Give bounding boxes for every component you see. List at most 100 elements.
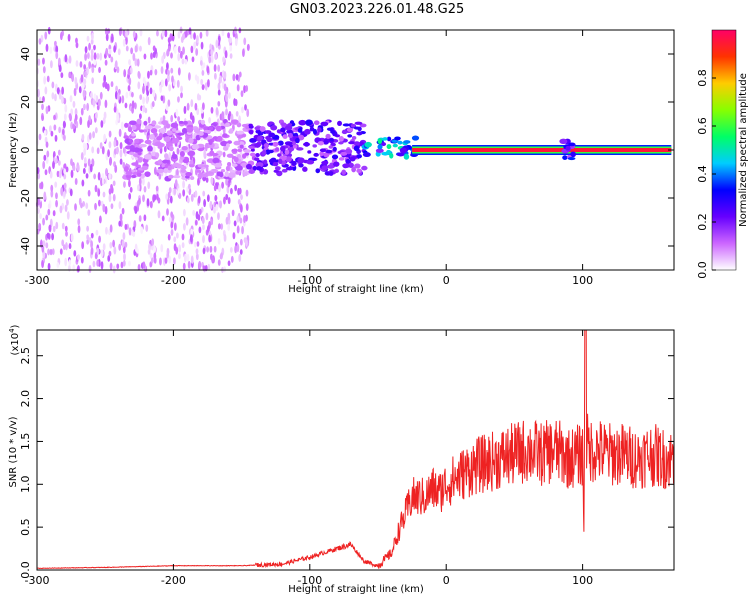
spectrogram-cell (167, 69, 170, 76)
spectrogram-cell (178, 120, 184, 124)
spectrogram-cell (196, 169, 202, 173)
spectrogram-cell (55, 221, 59, 230)
spectrogram-cell (149, 87, 153, 95)
spectrogram-cell (156, 30, 159, 37)
spectrogram-cell (270, 124, 278, 131)
spectrogram-cell (243, 237, 247, 244)
spectrogram-cell (69, 188, 73, 197)
spectrogram-cell (119, 149, 123, 158)
spectrogram-cell (221, 111, 225, 119)
spectrogram-cell (254, 157, 260, 161)
colorbar-label: Normalized spectral amplitude (738, 73, 749, 227)
spectrogram-cell (47, 208, 51, 216)
spectrogram-cell (238, 254, 242, 262)
spectrogram-cell (273, 169, 280, 173)
spectrogram-cell (391, 139, 399, 143)
spectrogram-cell (58, 126, 62, 134)
spectrogram-cell (154, 152, 160, 159)
spectrogram-cell (209, 43, 213, 51)
spectrogram-cell (205, 212, 209, 221)
spectrogram-cell (381, 142, 387, 147)
spectrogram-cell (201, 69, 205, 76)
spectrogram-cell (304, 128, 311, 135)
x-tick-label: 0 (443, 274, 450, 287)
spectrogram-cell (73, 87, 77, 97)
spectrogram-cell (171, 153, 178, 159)
spectrogram-cell (92, 260, 96, 268)
spectrogram-cell (177, 116, 181, 122)
spectrogram-cell (332, 146, 337, 152)
spectrogram-cell (161, 215, 165, 222)
spectrogram-cell (168, 145, 174, 152)
spectrogram-cell (144, 171, 151, 177)
spectrogram-cell (118, 201, 122, 210)
spectrogram-cell (149, 69, 153, 76)
spectrogram-cell (45, 43, 49, 52)
spectrogram-cell (150, 52, 153, 60)
spectrogram-cell (87, 209, 91, 217)
spectrogram-cell (340, 151, 348, 156)
spectrogram-cell (377, 144, 383, 150)
spectrogram-cell (163, 153, 169, 159)
spectrogram-cell (176, 79, 180, 88)
spectrogram-cell (56, 262, 60, 269)
spectrogram-cell (91, 146, 95, 154)
spectrogram-cell (230, 187, 233, 195)
spectrogram-cell (239, 249, 243, 255)
spectrogram-cell (158, 173, 162, 180)
spectrogram-cell (202, 235, 205, 244)
y-tick-label: 1.5 (19, 433, 32, 451)
spectrogram-cell (125, 91, 129, 99)
spectrogram-cell (110, 203, 114, 210)
spectrogram-cell (207, 225, 210, 233)
spectrogram-cell (313, 152, 319, 157)
spectrogram-cell (120, 121, 124, 130)
spectrogram-cell (77, 218, 81, 226)
spectrogram-cell (177, 45, 181, 53)
spectrogram-cell (191, 115, 195, 124)
spectrogram-cell (245, 203, 249, 212)
spectrogram-cell (186, 102, 190, 111)
snr-y-scale-label: (x104) (8, 324, 21, 355)
spectrogram-cell (204, 82, 208, 91)
spectrogram-cell (397, 140, 403, 145)
spectrogram-cell (152, 45, 156, 52)
spectrogram-cell (234, 184, 238, 192)
spectrogram-cell (216, 135, 223, 142)
spectrogram-cell (63, 173, 67, 180)
spectrogram-cell (63, 134, 66, 141)
x-tick-label: -300 (25, 274, 50, 287)
spectrogram-cell (245, 125, 251, 130)
spectrogram-cell (47, 248, 50, 256)
spectrogram-cell (78, 86, 82, 94)
spectrogram-cell (109, 241, 113, 249)
spectrogram-cell (348, 141, 356, 145)
spectrogram-cell (228, 172, 235, 177)
spectrogram-cell (153, 125, 162, 129)
spectrogram-cell (96, 147, 100, 155)
spectrogram-cell (75, 37, 78, 44)
spectrogram-cell (236, 84, 240, 92)
spectrogram-cell (83, 64, 87, 70)
spectrogram-cell (186, 253, 190, 262)
spectrogram-cell (63, 97, 67, 105)
spectrogram-cell (208, 234, 212, 243)
spectrogram-cell (220, 223, 224, 230)
spectrogram-cell (170, 122, 179, 129)
spectrogram-cell (171, 75, 174, 83)
spectrogram-cell (90, 53, 94, 61)
spectrogram-cell (227, 113, 231, 121)
spectrogram-cell (229, 128, 234, 134)
spectrogram-cell (246, 108, 250, 118)
spectrogram-cell (55, 157, 58, 164)
spectrogram-cell (70, 169, 74, 179)
x-tick-label: -100 (297, 574, 322, 587)
spectrogram-cell (319, 148, 327, 153)
spectrogram-cell (93, 59, 97, 66)
spectrogram-cell (54, 181, 58, 188)
spectrogram-cell (81, 241, 85, 250)
spectrogram-cell (170, 67, 174, 74)
spectrogram-cell (151, 238, 155, 246)
spectrogram-cell (163, 136, 171, 143)
spectrogram-cell (322, 140, 329, 145)
